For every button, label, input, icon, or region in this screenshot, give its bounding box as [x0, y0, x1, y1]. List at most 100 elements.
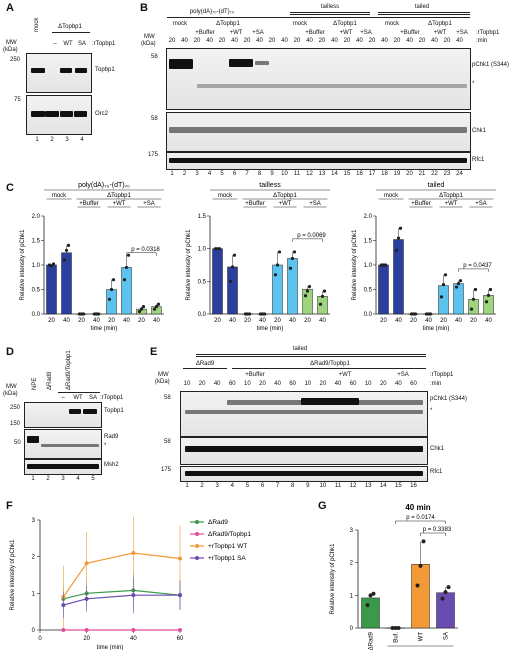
x-tick-label: 20: [380, 318, 387, 324]
lane-number: 2: [50, 137, 54, 143]
group-label: ΔTopbp1: [273, 193, 297, 199]
bar: [227, 266, 238, 315]
data-point: [61, 628, 66, 632]
data-point: [66, 243, 71, 247]
legend-label: +rTopbp1 WT: [208, 543, 247, 550]
group-label: mock: [218, 193, 233, 199]
data-point: [156, 302, 161, 306]
data-point: [111, 278, 116, 282]
panel-label-g: G: [318, 500, 327, 512]
condition-label: +SA: [309, 201, 321, 207]
data-point: [469, 307, 474, 311]
bar: [411, 564, 430, 629]
lane-number: 7: [245, 171, 249, 177]
blot-pchk1-e: [180, 391, 428, 437]
lane-number: 1: [185, 483, 189, 489]
data-point: [446, 585, 451, 590]
panel-c-charts: poly(dA)₇₀-(dT)₇₀ mock ΔTopbp1 +Buffer +WT +S…: [20, 182, 496, 332]
data-point: [486, 293, 491, 297]
bar: [483, 295, 494, 315]
lane-number: 16: [356, 171, 363, 177]
data-point: [277, 250, 282, 254]
band-label-msh2: Msh2: [104, 462, 119, 468]
time-label: 40: [256, 38, 263, 44]
bar: [212, 248, 223, 315]
lane-number: 22: [431, 171, 438, 177]
lane-number: 13: [318, 171, 326, 177]
x-tick-label: 60: [177, 636, 184, 642]
band-label-topbp1: Topbp1: [104, 408, 124, 414]
data-point: [365, 603, 370, 608]
data-point: [371, 591, 376, 596]
group-dtopbp1: ΔTopbp1: [333, 21, 357, 27]
panel-label-d: D: [6, 346, 14, 358]
group-mock: mock: [292, 21, 308, 27]
data-point: [393, 626, 398, 630]
marker-150: 150: [10, 421, 21, 427]
data-point: [390, 626, 395, 630]
y-tick-label: 0.0: [198, 312, 207, 318]
x-tick-label: 40: [395, 318, 402, 324]
time-label: 20: [393, 38, 401, 44]
cond-wt: +WT: [338, 372, 352, 378]
lane-number: 17: [368, 171, 376, 177]
panel-f-chart: 0 1 2 3 0 20 40 60 time (min) Relative intensity …: [10, 516, 251, 650]
min-label: :min: [430, 381, 442, 387]
data-point: [484, 300, 489, 304]
time-label: 40: [456, 38, 463, 44]
time-label: 20: [218, 38, 226, 44]
bar: [287, 258, 298, 315]
time-label: 40: [331, 38, 338, 44]
data-point: [443, 273, 448, 277]
data-point: [398, 226, 403, 230]
y-tick-label: 1: [32, 591, 36, 597]
p-value: p = 0.0174: [406, 515, 435, 521]
data-point: [418, 563, 423, 568]
y-tick-label: 0.5: [364, 288, 373, 294]
lane-number: 14: [331, 171, 338, 177]
band-label-star: *: [104, 443, 107, 449]
time-label: 40: [181, 38, 188, 44]
blot-rad9-d: [24, 429, 102, 459]
time-label: 20: [293, 38, 301, 44]
time-label: 40: [431, 38, 438, 44]
x-tick-label: 20: [244, 318, 251, 324]
y-tick-label: 3: [32, 518, 36, 524]
p-value: p = 0.0318: [131, 247, 160, 253]
y-tick-label: 2: [32, 555, 36, 561]
lane-number: 5: [220, 171, 224, 177]
blot-rfc1-b: [166, 152, 471, 170]
band-label-pchk1: pChk1 (S344): [472, 62, 510, 68]
group-dtopbp1: ΔTopbp1: [216, 21, 240, 27]
lane-label-sa: SA: [77, 41, 87, 47]
data-point: [262, 312, 267, 316]
time-label: 40: [381, 38, 388, 44]
data-point: [49, 264, 54, 268]
y-tick-label: 3: [350, 528, 354, 534]
blot-pchk1-b: [166, 48, 471, 110]
time-label: 40: [406, 38, 413, 44]
time-label: 40: [356, 38, 363, 44]
lane-number: 9: [306, 483, 310, 489]
lane-number: 2: [182, 171, 187, 177]
data-point: [292, 250, 297, 254]
substrate-polyda: poly(dA)₇₀-(dT)₇₀: [189, 9, 235, 15]
lane-label-minus: –: [61, 395, 65, 401]
lane-number: 2: [200, 483, 204, 489]
lane-number: 9: [270, 171, 274, 177]
group-label: ΔTopbp1: [107, 193, 131, 199]
time-label: 20: [443, 38, 451, 44]
x-tick-label: 40: [130, 636, 137, 642]
y-tick-label: 0.0: [32, 312, 41, 318]
y-tick-label: 0: [350, 626, 354, 632]
lane-number: 4: [230, 483, 234, 489]
lane-number: 14: [379, 483, 387, 489]
x-tick-label: 20: [304, 318, 311, 324]
data-point: [305, 289, 310, 293]
band-label-orc2: Orc2: [95, 111, 109, 117]
lane-number: 15: [343, 171, 351, 177]
x-tick-label: 20: [48, 318, 55, 324]
marker-50: 50: [14, 440, 21, 446]
data-point: [318, 302, 323, 306]
significance-bracket: [395, 520, 446, 524]
